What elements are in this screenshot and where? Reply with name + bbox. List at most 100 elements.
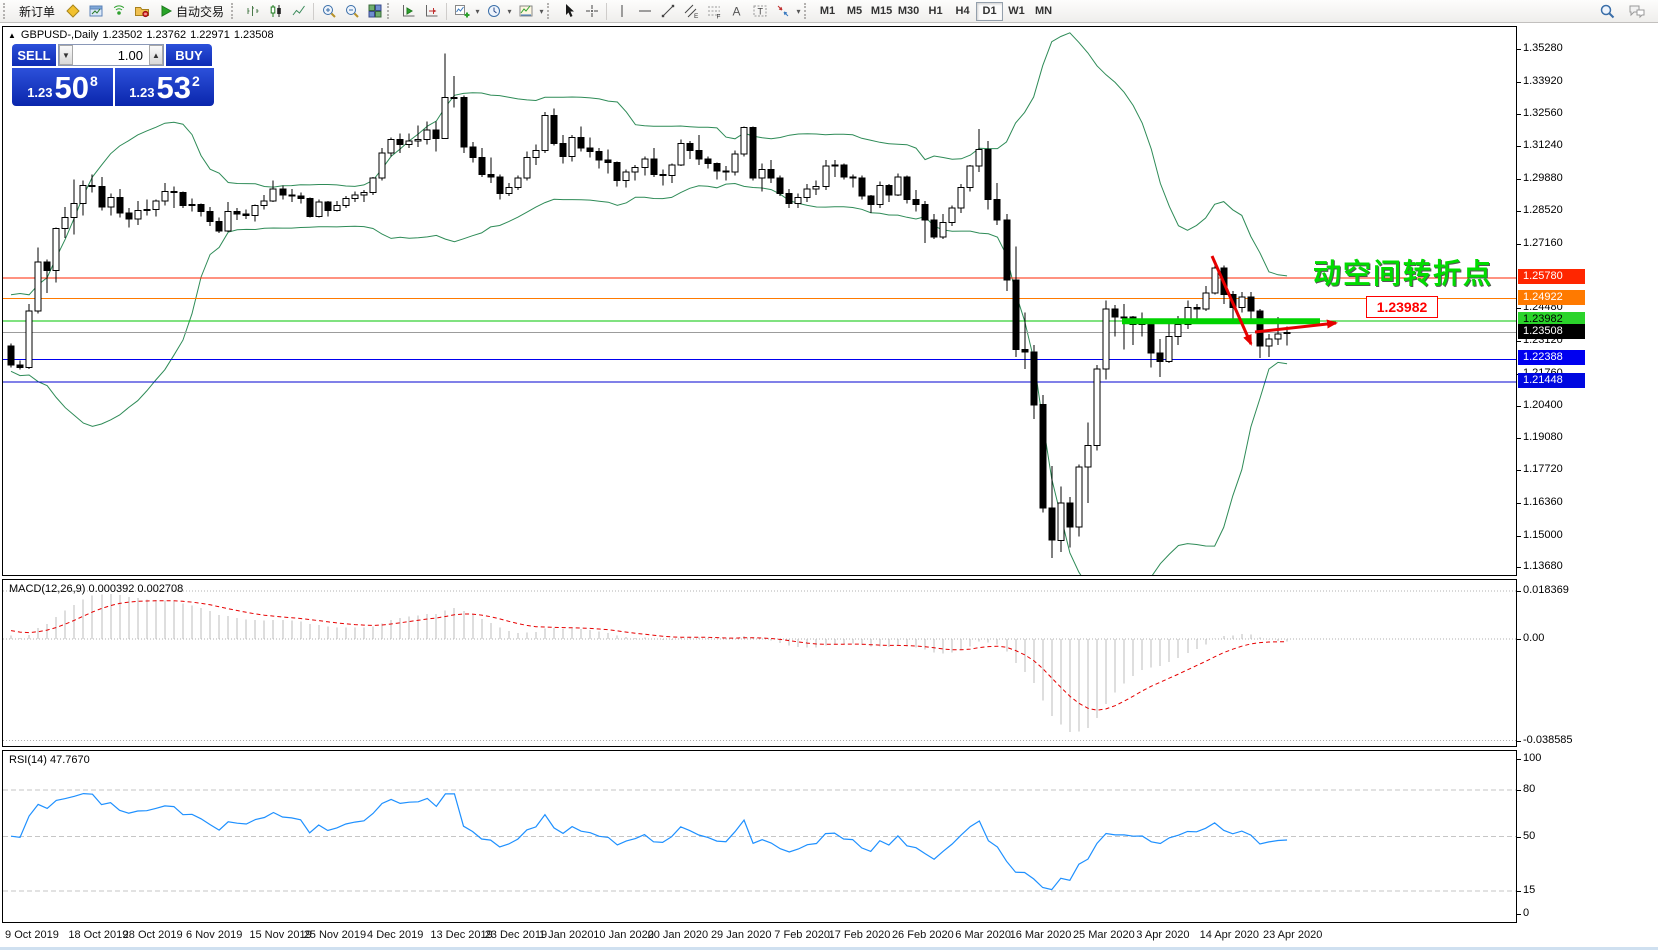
buy-price-pip: 2	[192, 73, 200, 89]
volume-decrease-button[interactable]: ▼	[59, 45, 73, 65]
price-level-badge: 1.25780	[1518, 269, 1585, 285]
price-axis-tick: 1.19080	[1517, 430, 1563, 443]
buy-price-prefix: 1.23	[129, 85, 155, 100]
vertical-line-tool[interactable]	[610, 1, 633, 21]
macd-chart	[3, 590, 1516, 742]
macd-histogram	[10, 593, 1288, 732]
ohlc-open: 1.23502	[102, 29, 143, 41]
price-axis-tick: 1.21760	[1517, 366, 1563, 379]
crosshair-tool[interactable]	[580, 1, 603, 21]
price-axis-tick: 1.13680	[1517, 560, 1563, 573]
sell-price-pip: 8	[90, 73, 98, 89]
toolbar-drag-handle[interactable]	[3, 3, 10, 19]
zoom-in-icon[interactable]	[317, 1, 340, 21]
price-axis-tick: 1.24480	[1517, 301, 1563, 314]
toolbar: 新订单 自动交易	[0, 0, 1658, 23]
ohlc-close: 1.23508	[233, 29, 274, 41]
rsi-axis-tick: 80	[1516, 783, 1536, 795]
volume-increase-button[interactable]: ▲	[149, 45, 163, 65]
text-tool[interactable]: A	[725, 1, 748, 21]
history-center-icon[interactable]	[130, 1, 153, 21]
svg-text:E: E	[694, 13, 699, 19]
timeframe-m1-button[interactable]: M1	[819, 5, 836, 17]
rsi-axis-tick: 100	[1516, 752, 1542, 764]
arrows-dropdown[interactable]: ▾	[796, 6, 801, 16]
sell-button[interactable]: SELL	[12, 44, 56, 66]
timeframe-m30-button[interactable]: M30	[897, 5, 920, 17]
date-axis-label: 18 Oct 2019	[68, 929, 129, 941]
toolbar-drag-handle[interactable]	[804, 3, 811, 19]
price-axis-tick: 1.29880	[1517, 171, 1563, 184]
candlestick-chart-icon[interactable]	[264, 1, 287, 21]
price-axis-tick: 1.15000	[1517, 528, 1563, 541]
auto-scroll-icon[interactable]	[397, 1, 420, 21]
rsi-panel[interactable]: RSI(14) 47.7670	[2, 750, 1517, 923]
profiles-icon[interactable]	[84, 1, 107, 21]
macd-panel[interactable]: MACD(12,26,9) 0.000392 0.002708	[2, 579, 1517, 747]
search-icon[interactable]	[1596, 1, 1619, 21]
buy-button[interactable]: BUY	[166, 44, 212, 66]
toolbar-drag-handle[interactable]	[231, 3, 238, 19]
timeframe-w1-button[interactable]: W1	[1008, 5, 1025, 17]
arrows-tool[interactable]	[771, 1, 794, 21]
text-label-tool[interactable]: T	[748, 1, 771, 21]
periods-dropdown[interactable]: ▾	[507, 6, 512, 16]
ohlc-low: 1.22971	[190, 29, 230, 41]
volume-input[interactable]: 1.00	[73, 45, 149, 65]
new-order-label: 新订单	[19, 4, 56, 19]
horizontal-line-tool[interactable]	[633, 1, 656, 21]
timeframe-mn-button[interactable]: MN	[1034, 5, 1053, 17]
buy-price-button[interactable]: 1.23 53 2	[115, 68, 214, 106]
volume-control: ▼ 1.00 ▲	[58, 44, 164, 66]
timeframe-d1-button[interactable]: D1	[976, 1, 1004, 21]
date-axis-label: 23 Apr 2020	[1263, 929, 1323, 941]
macd-signal-line	[10, 600, 1288, 711]
chat-icon[interactable]	[1625, 1, 1648, 21]
svg-text:A: A	[732, 5, 740, 19]
templates-icon[interactable]	[514, 1, 537, 21]
date-axis-label: 23 Dec 2019	[484, 929, 548, 941]
line-chart-icon[interactable]	[287, 1, 310, 21]
bar-chart-icon[interactable]	[241, 1, 264, 21]
macd-axis-tick: 0.018369	[1517, 583, 1569, 596]
price-chart	[3, 32, 1516, 591]
add-indicator-dropdown[interactable]: ▾	[475, 6, 480, 16]
equidistant-channel-tool[interactable]: E	[679, 1, 702, 21]
date-axis-label: 25 Nov 2019	[303, 929, 367, 941]
sell-price-button[interactable]: 1.23 50 8	[12, 68, 113, 106]
timeframe-m15-button[interactable]: M15	[870, 5, 893, 17]
date-axis-label: 26 Feb 2020	[891, 929, 954, 941]
rsi-line	[10, 792, 1288, 891]
toolbar-drag-handle[interactable]	[387, 3, 394, 19]
date-axis-label: 28 Oct 2019	[122, 929, 183, 941]
rsi-label: RSI(14) 47.7670	[9, 754, 90, 766]
date-axis-label: 1 Jan 2020	[539, 929, 594, 941]
toolbar-drag-handle[interactable]	[547, 3, 554, 19]
candlestick-series	[7, 53, 1291, 559]
chart-shift-icon[interactable]	[420, 1, 443, 21]
cursor-tool[interactable]	[557, 1, 580, 21]
timeframe-m5-button[interactable]: M5	[846, 5, 863, 17]
timeframe-h4-button[interactable]: H4	[955, 5, 970, 17]
main-chart-panel[interactable]	[2, 26, 1517, 591]
date-axis-label: 20 Jan 2020	[647, 929, 709, 941]
collapse-panel-arrow[interactable]: ▲	[8, 31, 16, 40]
trendline-tool[interactable]	[656, 1, 679, 21]
zoom-out-icon[interactable]	[340, 1, 363, 21]
new-order-button[interactable]: 新订单	[13, 1, 61, 21]
autotrading-button[interactable]: 自动交易	[153, 1, 230, 21]
date-axis-label: 16 Mar 2020	[1009, 929, 1072, 941]
templates-dropdown[interactable]: ▾	[539, 6, 544, 16]
date-axis-label: 4 Dec 2019	[367, 929, 424, 941]
timeframe-h1-button[interactable]: H1	[928, 5, 943, 17]
signals-icon[interactable]	[107, 1, 130, 21]
date-axis-label: 3 Apr 2020	[1136, 929, 1190, 941]
fibonacci-tool[interactable]: F	[702, 1, 725, 21]
tile-windows-icon[interactable]	[363, 1, 386, 21]
price-axis-tick: 1.31240	[1517, 139, 1563, 152]
add-indicator-icon[interactable]	[450, 1, 473, 21]
price-axis-tick: 1.27160	[1517, 237, 1563, 249]
macd-axis-tick: -0.038585	[1517, 733, 1573, 746]
new-chart-icon[interactable]	[61, 1, 84, 21]
periods-clock-icon[interactable]	[482, 1, 505, 21]
